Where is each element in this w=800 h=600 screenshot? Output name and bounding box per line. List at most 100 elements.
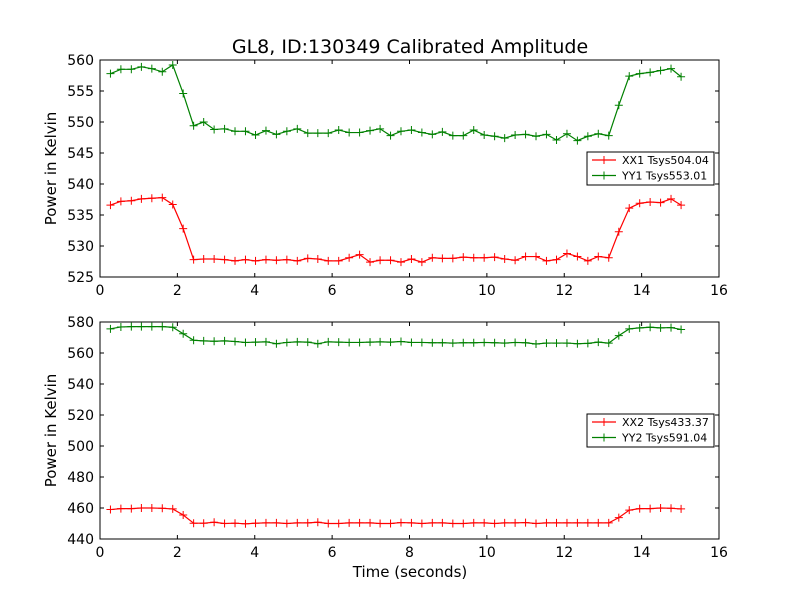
bottom-series-2-point — [293, 337, 302, 346]
bottom-x-tick-label: 12 — [555, 545, 573, 561]
top-y-tick-label: 525 — [67, 270, 94, 286]
bottom-series-1-point — [448, 519, 457, 528]
top-series-1-point — [158, 193, 167, 202]
top-series-2-point — [448, 131, 457, 140]
top-series-1-point — [594, 252, 603, 261]
bottom-series-1-point — [396, 518, 405, 527]
top-series-2-point — [386, 131, 395, 140]
bottom-series-2-point — [635, 323, 644, 332]
top-series-2-point — [179, 89, 188, 98]
top-series-2-point — [417, 128, 426, 137]
bottom-series-1-point — [532, 519, 541, 528]
bottom-series-2-point — [417, 338, 426, 347]
bottom-series-2-point — [480, 338, 489, 347]
bottom-series-2-point — [594, 338, 603, 347]
top-series-1-point — [386, 256, 395, 265]
top-series-1-point — [210, 255, 219, 264]
top-series-1-point — [552, 255, 561, 264]
bottom-series-1-point — [313, 518, 322, 527]
bottom-series-1-point — [376, 519, 385, 528]
top-series-2-point — [355, 128, 364, 137]
bottom-x-tick-label: 0 — [96, 545, 105, 561]
bottom-series-2-point — [511, 338, 520, 347]
bottom-series-1-point — [604, 518, 613, 527]
bottom-legend-marker-1 — [600, 418, 608, 426]
top-series-2-point — [272, 130, 281, 139]
top-series-1-point — [542, 256, 551, 265]
top-series-2-point — [334, 126, 343, 135]
bottom-series-2-point — [106, 324, 115, 333]
top-series-2-point — [231, 127, 240, 136]
bottom-series-2-point — [500, 339, 509, 348]
top-y-tick-label: 535 — [67, 208, 94, 224]
top-y-axis-label: Power in Kelvin — [42, 112, 60, 226]
top-x-tick-label: 4 — [250, 283, 259, 299]
top-series-1-point — [521, 252, 530, 261]
top-series-2-point — [469, 126, 478, 135]
bottom-x-tick-label: 14 — [633, 545, 651, 561]
top-series-1-point — [168, 200, 177, 209]
bottom-series-1-point — [324, 519, 333, 528]
top-y-tick-label: 545 — [67, 146, 94, 162]
top-series-2-point — [594, 129, 603, 138]
bottom-series-1-point — [366, 518, 375, 527]
top-series-2-point — [241, 127, 250, 136]
top-series-1-point — [490, 253, 499, 262]
bottom-series-2-point — [448, 339, 457, 348]
top-series-2-point — [656, 66, 665, 75]
top-legend-label-1: XX1 Tsys504.04 — [622, 154, 709, 167]
top-series-2-point — [168, 60, 177, 69]
top-series-1-point — [303, 254, 312, 263]
top-series-1-point — [614, 227, 623, 236]
top-series-1-point — [646, 197, 655, 206]
bottom-series-1-point — [251, 519, 260, 528]
bottom-series-1-point — [511, 518, 520, 527]
bottom-series-2-point — [490, 338, 499, 347]
top-series-1-point — [137, 194, 146, 203]
top-series-2-point — [428, 130, 437, 139]
top-series-1-point — [231, 256, 240, 265]
bottom-series-2-point — [179, 329, 188, 338]
x-axis-label: Time (seconds) — [352, 563, 468, 581]
top-series-2-point — [459, 131, 468, 140]
bottom-series-1-point — [168, 504, 177, 513]
bottom-series-2-point — [366, 338, 375, 347]
top-legend-label-2: YY1 Tsys553.01 — [621, 170, 707, 183]
top-series-1-point — [677, 201, 686, 210]
top-series-1-point — [220, 255, 229, 264]
bottom-series-1-point — [199, 519, 208, 528]
bottom-series-2-point — [355, 338, 364, 347]
bottom-x-tick-label: 4 — [250, 545, 259, 561]
chart-title: GL8, ID:130349 Calibrated Amplitude — [232, 36, 588, 58]
top-series-1-point — [241, 255, 250, 264]
top-series-1-point — [251, 256, 260, 265]
bottom-series-1-point — [345, 518, 354, 527]
bottom-x-tick-label: 2 — [173, 545, 182, 561]
bottom-series-1-point — [490, 519, 499, 528]
top-y-tick-label: 530 — [67, 239, 94, 255]
bottom-series-2-point — [573, 339, 582, 348]
bottom-x-tick-label: 16 — [710, 545, 728, 561]
bottom-series-1-point — [583, 518, 592, 527]
bottom-series-2-point — [438, 338, 447, 347]
bottom-legend-marker-2 — [600, 433, 608, 442]
top-x-tick-label: 14 — [633, 283, 651, 299]
top-series-2-point — [137, 62, 146, 71]
bottom-series-2-point — [324, 337, 333, 346]
top-series-1-point — [147, 194, 156, 203]
top-x-tick-label: 10 — [478, 283, 496, 299]
bottom-series-1-point — [428, 518, 437, 527]
bottom-series-2-point — [282, 338, 291, 347]
bottom-series-2-point — [396, 337, 405, 346]
bottom-series-2-point — [127, 322, 136, 331]
top-series-2-point — [438, 127, 447, 136]
top-series-1-point — [366, 258, 375, 267]
bottom-series-2-point — [562, 339, 571, 348]
top-series-1-point — [656, 198, 665, 207]
bottom-series-1-point — [552, 518, 561, 527]
top-series-2-point — [158, 67, 167, 76]
bottom-series-2-point — [386, 338, 395, 347]
bottom-series-2-point — [614, 331, 623, 340]
